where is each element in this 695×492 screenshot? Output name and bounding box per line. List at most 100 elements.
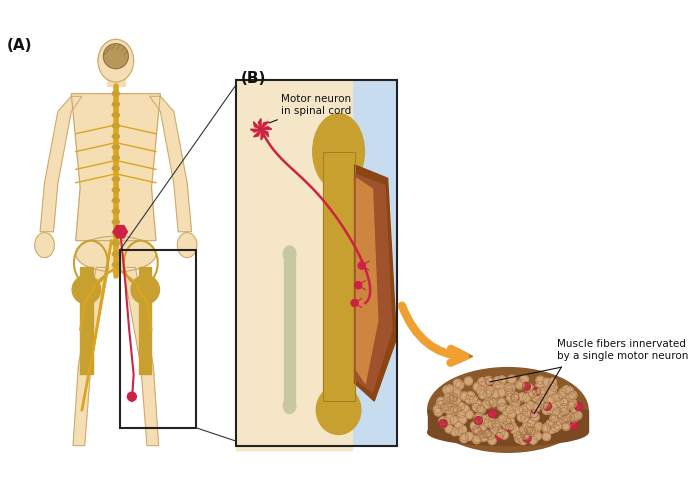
Circle shape — [492, 423, 500, 431]
Circle shape — [546, 420, 554, 428]
Ellipse shape — [113, 134, 120, 139]
Ellipse shape — [284, 398, 296, 413]
Circle shape — [533, 424, 541, 432]
Circle shape — [494, 419, 502, 427]
Circle shape — [498, 398, 505, 406]
Circle shape — [457, 410, 466, 418]
Circle shape — [351, 300, 358, 307]
Circle shape — [496, 382, 504, 390]
Circle shape — [473, 435, 481, 443]
Circle shape — [557, 391, 566, 399]
Circle shape — [549, 383, 557, 392]
Polygon shape — [250, 129, 261, 132]
Polygon shape — [254, 129, 261, 137]
Circle shape — [511, 394, 519, 402]
Polygon shape — [427, 410, 588, 432]
Circle shape — [525, 426, 532, 434]
Circle shape — [537, 400, 545, 408]
Circle shape — [449, 395, 457, 403]
Ellipse shape — [113, 92, 120, 96]
Circle shape — [443, 397, 450, 405]
Circle shape — [517, 413, 525, 421]
Circle shape — [493, 377, 502, 385]
Bar — [120, 249, 196, 428]
Ellipse shape — [113, 220, 120, 224]
Circle shape — [554, 417, 562, 426]
Circle shape — [459, 426, 466, 434]
Circle shape — [439, 417, 447, 425]
Circle shape — [525, 384, 533, 392]
Circle shape — [546, 388, 553, 396]
Circle shape — [447, 396, 455, 404]
Circle shape — [527, 420, 534, 428]
Circle shape — [543, 432, 550, 440]
Circle shape — [450, 397, 457, 404]
Circle shape — [559, 408, 567, 416]
Circle shape — [505, 386, 513, 394]
Circle shape — [470, 396, 477, 404]
Circle shape — [478, 378, 486, 386]
FancyBboxPatch shape — [236, 80, 397, 446]
Circle shape — [547, 426, 555, 433]
Circle shape — [509, 398, 518, 405]
Circle shape — [473, 400, 482, 408]
Circle shape — [493, 422, 500, 430]
Ellipse shape — [113, 209, 120, 214]
Circle shape — [72, 276, 101, 304]
Ellipse shape — [113, 123, 120, 128]
Polygon shape — [123, 267, 158, 446]
Circle shape — [358, 262, 366, 269]
Circle shape — [515, 435, 523, 443]
Polygon shape — [261, 122, 269, 129]
Ellipse shape — [113, 155, 120, 160]
Circle shape — [498, 376, 506, 384]
Circle shape — [461, 405, 469, 413]
Bar — [236, 80, 397, 446]
Circle shape — [528, 390, 537, 398]
Circle shape — [569, 400, 577, 407]
Circle shape — [475, 417, 482, 425]
Circle shape — [488, 420, 496, 428]
Bar — [107, 75, 124, 86]
Circle shape — [131, 276, 159, 304]
Circle shape — [473, 403, 481, 411]
Circle shape — [440, 420, 448, 428]
Circle shape — [555, 398, 564, 406]
Ellipse shape — [113, 230, 120, 235]
Polygon shape — [354, 174, 392, 392]
Polygon shape — [236, 80, 352, 450]
Circle shape — [461, 433, 468, 441]
Circle shape — [450, 406, 458, 414]
Circle shape — [548, 387, 556, 395]
Circle shape — [541, 402, 549, 410]
Circle shape — [508, 375, 516, 383]
Circle shape — [499, 415, 507, 423]
Circle shape — [486, 389, 493, 397]
Circle shape — [505, 406, 514, 414]
Circle shape — [507, 384, 515, 392]
Circle shape — [486, 432, 494, 440]
Circle shape — [498, 388, 506, 396]
Circle shape — [546, 397, 555, 404]
Circle shape — [502, 407, 511, 416]
Circle shape — [471, 422, 478, 430]
Circle shape — [499, 403, 507, 411]
Circle shape — [477, 405, 485, 413]
Circle shape — [486, 431, 494, 439]
Bar — [236, 80, 397, 446]
Bar — [284, 249, 295, 401]
Circle shape — [543, 402, 551, 410]
Circle shape — [445, 406, 454, 414]
Circle shape — [562, 415, 569, 424]
Circle shape — [455, 428, 463, 435]
Circle shape — [511, 426, 518, 433]
Circle shape — [528, 427, 536, 434]
Circle shape — [518, 380, 526, 388]
Circle shape — [562, 422, 570, 430]
Circle shape — [443, 386, 451, 394]
Circle shape — [539, 390, 548, 398]
Ellipse shape — [313, 114, 364, 189]
Circle shape — [518, 393, 526, 401]
Circle shape — [477, 417, 485, 425]
Circle shape — [559, 389, 567, 397]
